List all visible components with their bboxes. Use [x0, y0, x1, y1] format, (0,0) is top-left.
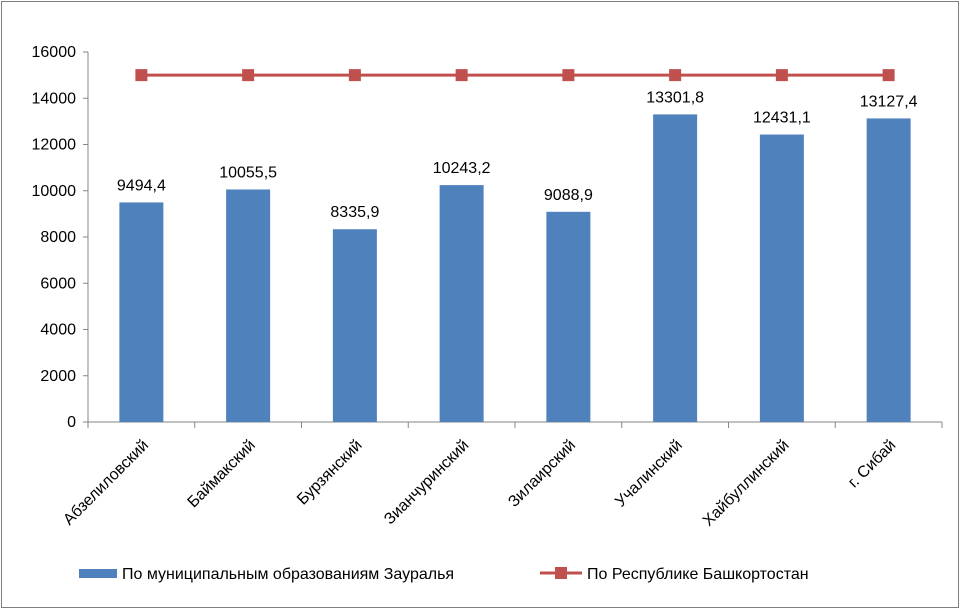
y-tick-label: 2000: [40, 368, 76, 385]
category-label: Зианчуринский: [381, 437, 472, 528]
data-label: 10055,5: [219, 164, 277, 181]
line-series: [135, 69, 895, 82]
category-label: г. Сибай: [845, 437, 899, 491]
legend: По муниципальным образованиям Зауралья По…: [79, 566, 809, 583]
line-marker: [242, 69, 255, 82]
legend-swatch-marker: [555, 567, 567, 579]
data-label: 10243,2: [433, 160, 491, 177]
line-marker: [882, 69, 895, 82]
bar: [759, 134, 804, 422]
category-label: Баймакский: [184, 437, 258, 511]
data-label: 9088,9: [544, 187, 593, 204]
bar: [332, 229, 377, 422]
y-tick-label: 6000: [40, 275, 76, 292]
y-tick-label: 8000: [40, 229, 76, 246]
category-label: Абзелиловский: [60, 437, 152, 529]
category-label: Зилаирский: [505, 437, 579, 511]
y-tick-label: 10000: [32, 183, 77, 200]
category-label: Учалинский: [612, 437, 686, 511]
line-marker: [348, 69, 361, 82]
legend-label-line: По Республике Башкортостан: [587, 566, 809, 583]
bar: [226, 189, 271, 422]
line-marker: [135, 69, 148, 82]
legend-swatch-bars: [79, 569, 117, 578]
axes: 0 2000 4000 6000 8000 10000 12000 14000 16000: [32, 44, 943, 431]
line-marker: [669, 69, 682, 82]
bar: [653, 114, 698, 422]
y-tick-label: 12000: [32, 137, 77, 154]
category-label: Хайбуллинский: [700, 437, 793, 530]
y-tick-label: 16000: [32, 44, 77, 61]
bars: [119, 114, 911, 422]
data-label: 13301,8: [646, 89, 704, 106]
y-tick-label: 4000: [40, 322, 76, 339]
data-label: 9494,4: [117, 177, 166, 194]
bar: [439, 185, 484, 422]
bar: [119, 202, 164, 422]
data-label: 12431,1: [753, 110, 811, 127]
legend-label-bars: По муниципальным образованиям Зауралья: [122, 566, 454, 583]
y-tick-label: 14000: [32, 90, 77, 107]
y-tick-label: 0: [67, 414, 76, 431]
line-marker: [775, 69, 788, 82]
category-label: Бурзянский: [294, 437, 366, 509]
bar: [546, 211, 591, 422]
bar: [866, 118, 911, 422]
data-label: 13127,4: [860, 93, 918, 110]
data-label: 8335,9: [330, 204, 379, 221]
line-marker: [455, 69, 468, 82]
line-marker: [562, 69, 575, 82]
